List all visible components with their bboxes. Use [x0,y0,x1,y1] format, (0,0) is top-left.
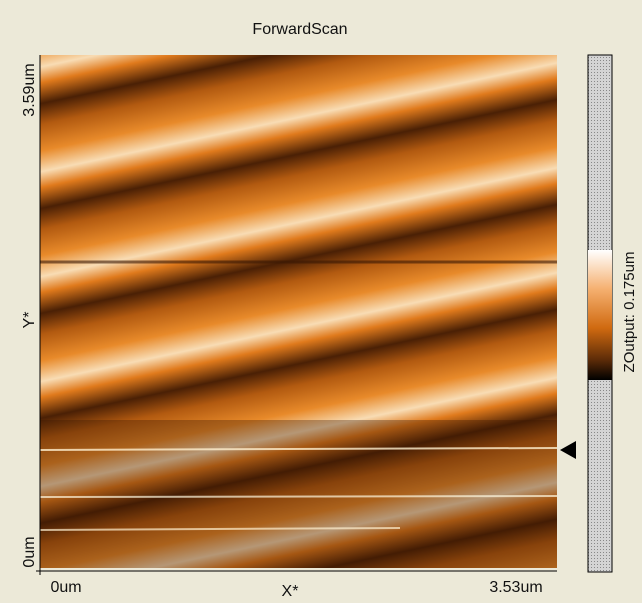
x-axis-end: 3.53um [489,579,542,596]
colorbar-marker[interactable] [560,441,576,459]
y-axis-start: 0um [21,536,38,567]
scan-artifact [39,527,401,531]
y-axis-name: Y* [21,312,38,329]
window-title: ForwardScan [252,21,347,38]
scan-surface [40,55,557,568]
x-axis-name: X* [282,583,299,598]
colorbar: ZOutput: 0.175um [560,54,638,573]
y-axis-end: 3.59um [21,63,38,116]
scan-artifact [39,495,558,498]
scan-shade [40,420,557,568]
colorbar-gradient [588,250,612,380]
colorbar-label: ZOutput: 0.175um [621,252,638,373]
scan-image [39,55,558,568]
x-axis-start: 0um [50,579,81,596]
scan-artifact [39,447,558,451]
